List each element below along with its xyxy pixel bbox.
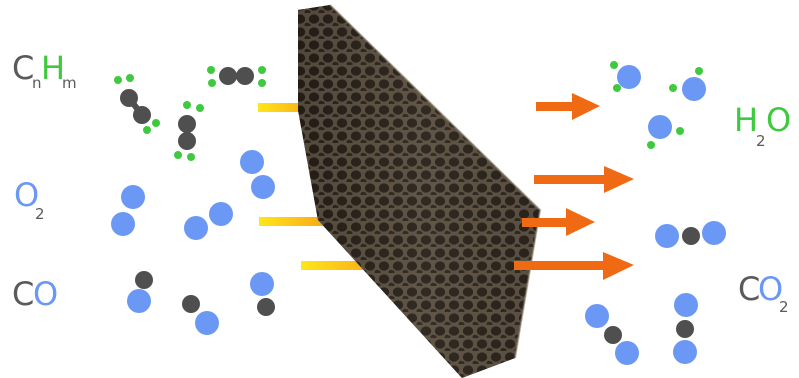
outgoing-gas-arrow [536, 93, 600, 120]
outgoing-gas-arrow [514, 252, 634, 280]
label-co2-sub: 2 [779, 298, 789, 316]
label-hydrocarbon-sub-n: n [32, 74, 42, 92]
co-molecule [182, 295, 219, 335]
label-water: H 2 O [734, 101, 791, 150]
water-molecule [669, 67, 706, 101]
hydrocarbon-molecule [207, 66, 266, 87]
label-hydrocarbon: C n H m [12, 49, 77, 92]
co-molecule [250, 272, 275, 316]
label-oxygen-o: O [14, 176, 39, 214]
label-oxygen: O 2 [14, 176, 45, 223]
co-molecule [127, 271, 153, 313]
label-hydrocarbon-h: H [41, 49, 65, 87]
label-water-h: H [734, 101, 758, 139]
ceramic-foam-filter [298, 4, 542, 378]
oxygen-molecule [184, 202, 233, 240]
label-water-o: O [766, 101, 791, 139]
label-hydrocarbon-c: C [12, 49, 34, 87]
oxygen-molecule [111, 185, 145, 236]
label-co2-c: C [738, 270, 760, 308]
co2-molecule [655, 221, 726, 248]
label-co-o: O [33, 275, 58, 313]
outgoing-gas-arrow [534, 166, 634, 193]
label-carbon-monoxide: C O [12, 275, 58, 313]
oxygen-molecule [240, 150, 275, 199]
water-molecule [610, 61, 641, 92]
label-oxygen-sub: 2 [35, 205, 45, 223]
co2-molecule [673, 293, 698, 364]
label-co2-o: O [758, 270, 783, 308]
water-molecule [647, 115, 684, 149]
co2-molecule [585, 304, 639, 365]
label-hydrocarbon-sub-m: m [62, 74, 77, 92]
label-carbon-dioxide: C O 2 [738, 270, 789, 316]
label-water-sub: 2 [756, 132, 766, 150]
hydrocarbon-molecule [174, 101, 204, 161]
hydrocarbon-molecule [114, 74, 160, 134]
outgoing-gas-arrow [522, 208, 595, 236]
label-co-c: C [12, 275, 34, 313]
